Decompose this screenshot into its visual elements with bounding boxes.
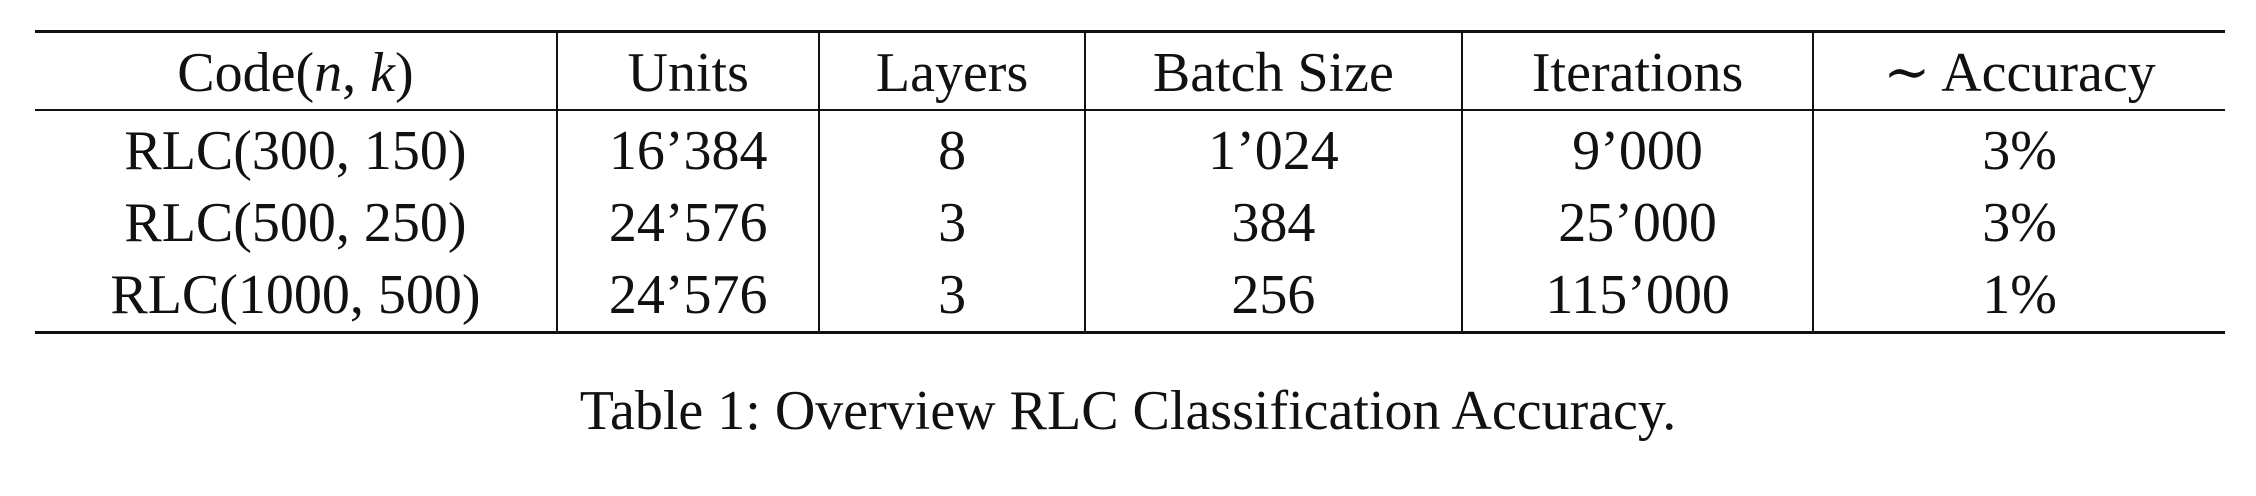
cell-accuracy: 3%	[1812, 187, 2225, 259]
table-caption: Table 1: Overview RLC Classification Acc…	[579, 380, 1677, 442]
cell-iterations: 9’000	[1461, 110, 1814, 187]
cell-batch-size: 1’024	[1083, 110, 1463, 187]
header-code: Code(n, k)	[35, 32, 557, 111]
cell-iterations: 115’000	[1461, 259, 1814, 333]
cell-code: RLC(500, 250)	[124, 192, 467, 254]
cell-iterations: 25’000	[1461, 187, 1814, 259]
cell-layers: 3	[818, 187, 1085, 259]
cell-layers: 3	[818, 259, 1085, 333]
header-layers: Layers	[818, 31, 1085, 110]
cell-units: 24’576	[555, 259, 820, 333]
cell-units: 16’384	[555, 110, 820, 187]
accuracy-table: Code(n, k) Units Layers Batch Size Itera…	[35, 30, 2225, 334]
cell-layers: 8	[818, 110, 1085, 187]
header-code-n: n	[314, 42, 343, 104]
cell-batch-size: 256	[1083, 259, 1463, 333]
cell-code: RLC(1000, 500)	[110, 264, 481, 326]
table-row: RLC(300, 150) 16’384 8 1’024 9’000 3%	[35, 110, 2225, 187]
header-iterations: Iterations	[1461, 31, 1814, 110]
header-code-prefix: Code(	[177, 42, 315, 104]
table-body: RLC(300, 150) 16’384 8 1’024 9’000 3% RL…	[35, 110, 2225, 333]
header-batch-size: Batch Size	[1083, 31, 1463, 110]
table-header: Code(n, k) Units Layers Batch Size Itera…	[35, 31, 2225, 111]
header-accuracy: ∼ Accuracy	[1812, 31, 2225, 110]
header-code-suffix: )	[394, 42, 414, 104]
cell-accuracy: 1%	[1812, 259, 2225, 333]
table-row: RLC(500, 250) 24’576 3 384 25’000 3%	[35, 187, 2225, 259]
header-code-k: k	[370, 42, 395, 104]
header-row: Code(n, k) Units Layers Batch Size Itera…	[35, 31, 2225, 111]
cell-batch-size: 384	[1083, 187, 1463, 259]
table-row: RLC(1000, 500) 24’576 3 256 115’000 1%	[35, 259, 2225, 333]
cell-units: 24’576	[555, 187, 820, 259]
cell-code: RLC(300, 150)	[124, 120, 467, 182]
header-code-sep: ,	[342, 42, 371, 104]
header-units: Units	[555, 31, 820, 110]
cell-accuracy: 3%	[1812, 110, 2225, 187]
